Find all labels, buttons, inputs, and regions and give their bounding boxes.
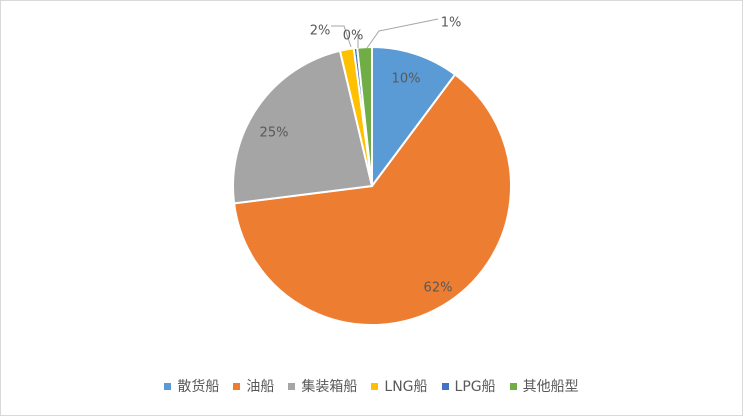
data-label-3: 25% (260, 126, 289, 141)
pie-slice-6 (356, 45, 373, 187)
legend-swatch-2 (233, 382, 241, 390)
legend-swatch-4 (371, 382, 379, 390)
leader-line-4 (331, 25, 352, 48)
legend-item-1: 散货船 (164, 376, 219, 396)
legend-swatch-6 (509, 382, 517, 390)
chart-legend: 散货船 油船 集装箱船 LNG船 LPG船 其他船型 (1, 376, 742, 396)
data-label-6: 1% (441, 16, 462, 31)
pie-slice-3 (232, 49, 374, 205)
data-label-5: 0% (343, 29, 364, 44)
legend-label-1: 散货船 (177, 379, 220, 395)
legend-label-5: LPG船 (454, 379, 496, 395)
data-label-1: 10% (392, 72, 421, 87)
legend-label-6: 其他船型 (522, 379, 579, 395)
data-label-2: 62% (424, 281, 453, 296)
legend-swatch-3 (288, 382, 296, 390)
legend-swatch-5 (441, 382, 449, 390)
data-label-4: 2% (310, 24, 331, 39)
legend-swatch-1 (164, 382, 172, 390)
legend-label-3: 集装箱船 (301, 379, 358, 395)
legend-item-3: 集装箱船 (288, 376, 357, 396)
pie-slice-1 (371, 45, 457, 190)
legend-label-4: LNG船 (384, 379, 428, 395)
legend-item-5: LPG船 (441, 376, 496, 396)
leader-line-6 (366, 18, 439, 49)
pie-slice-2 (232, 73, 512, 326)
legend-item-6: 其他船型 (509, 376, 579, 396)
legend-item-4: LNG船 (371, 376, 428, 396)
legend-label-2: 油船 (246, 379, 275, 395)
legend-item-2: 油船 (233, 376, 274, 396)
